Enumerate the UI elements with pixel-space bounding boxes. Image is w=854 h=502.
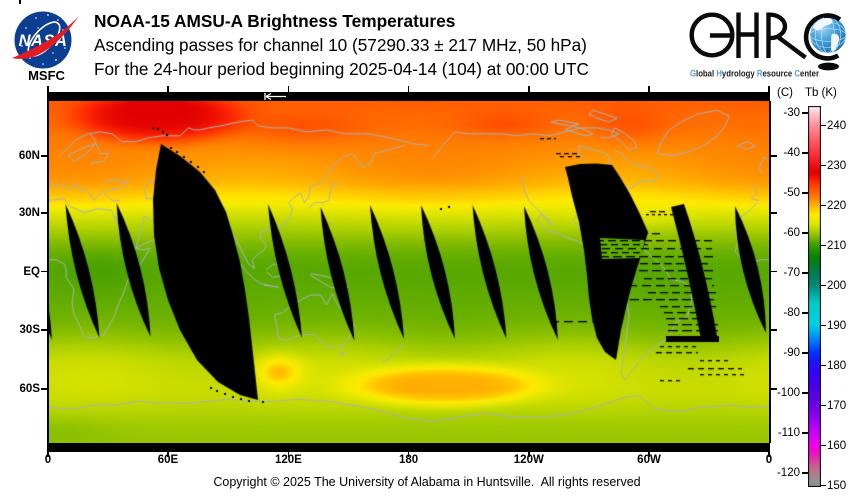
- svg-text:Global Hydrology Resource Cent: Global Hydrology Resource Center: [690, 69, 819, 80]
- svg-text:MSFC: MSFC: [28, 68, 65, 83]
